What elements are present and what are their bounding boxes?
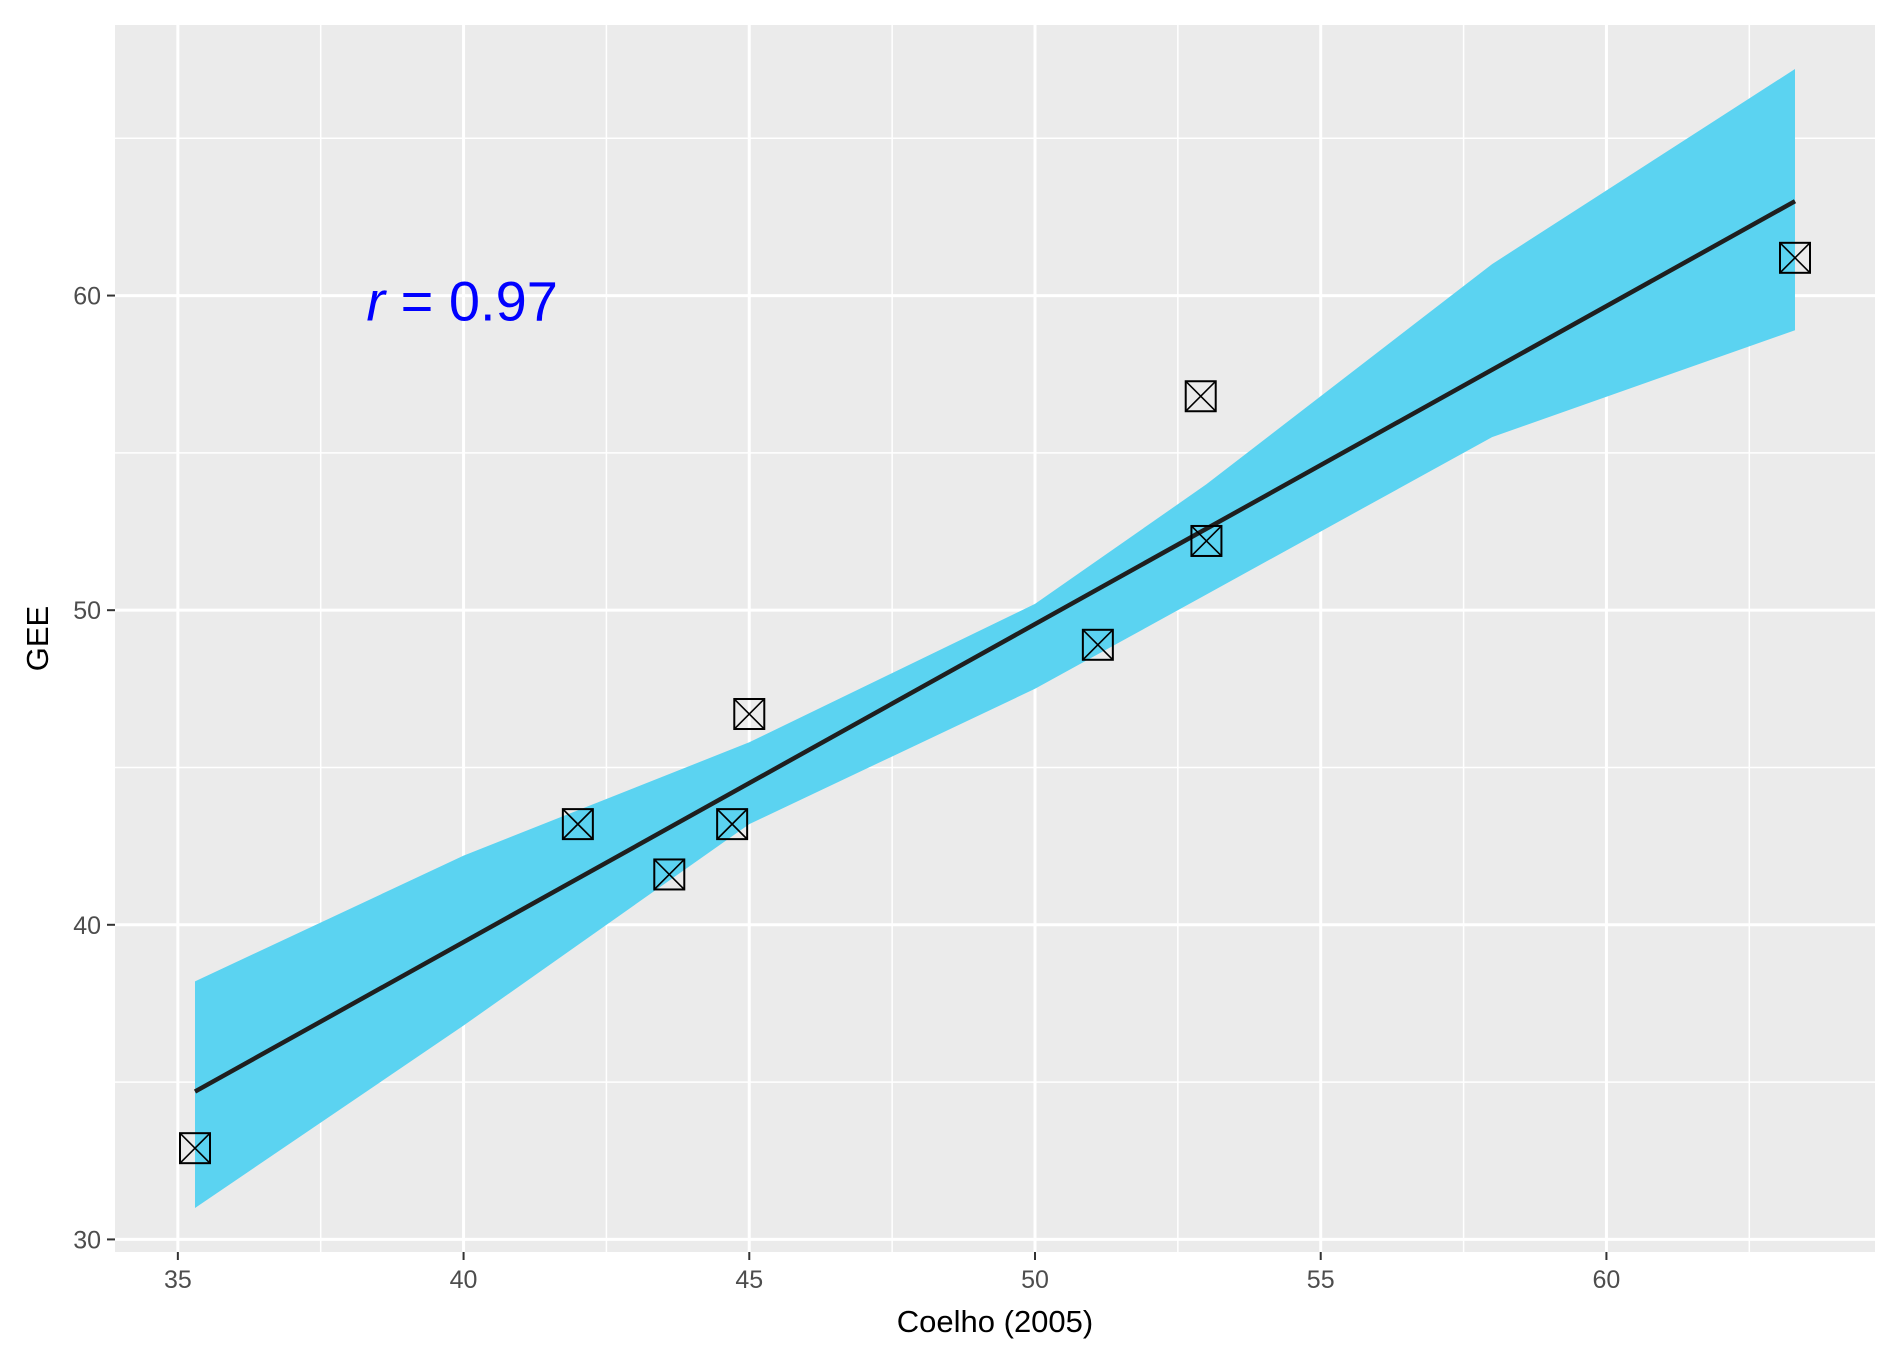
data-points <box>179 241 1811 1165</box>
data-point <box>1184 380 1217 413</box>
x-tick-label: 60 <box>1593 1266 1621 1294</box>
y-tick-label: 60 <box>73 283 101 311</box>
data-point <box>1081 628 1114 661</box>
data-point <box>733 698 766 731</box>
y-tick-label: 30 <box>73 1226 101 1254</box>
x-tick-label: 40 <box>450 1266 478 1294</box>
x-axis-ticks: 35 40 45 50 55 60 <box>164 1252 1620 1294</box>
x-axis-title: Coelho (2005) <box>897 1304 1093 1339</box>
correlation-symbol: r <box>366 270 387 333</box>
data-point <box>653 858 686 891</box>
data-point <box>716 808 749 841</box>
data-point <box>1779 241 1811 274</box>
data-point <box>561 808 594 841</box>
data-point <box>179 1132 211 1165</box>
x-tick-label: 50 <box>1021 1266 1049 1294</box>
x-tick-label: 55 <box>1307 1266 1335 1294</box>
x-tick-label: 35 <box>164 1266 192 1294</box>
fit-line <box>193 199 1797 1094</box>
y-axis-ticks: 30 40 50 60 <box>73 283 115 1254</box>
confidence-band <box>195 69 1795 1208</box>
correlation-annotation: r = 0.97 <box>366 270 557 333</box>
y-tick-label: 40 <box>73 912 101 940</box>
data-point <box>1190 524 1223 557</box>
x-tick-label: 45 <box>735 1266 763 1294</box>
y-axis-title: GEE <box>20 606 55 671</box>
correlation-value: = 0.97 <box>385 270 558 333</box>
y-tick-label: 50 <box>73 597 101 625</box>
